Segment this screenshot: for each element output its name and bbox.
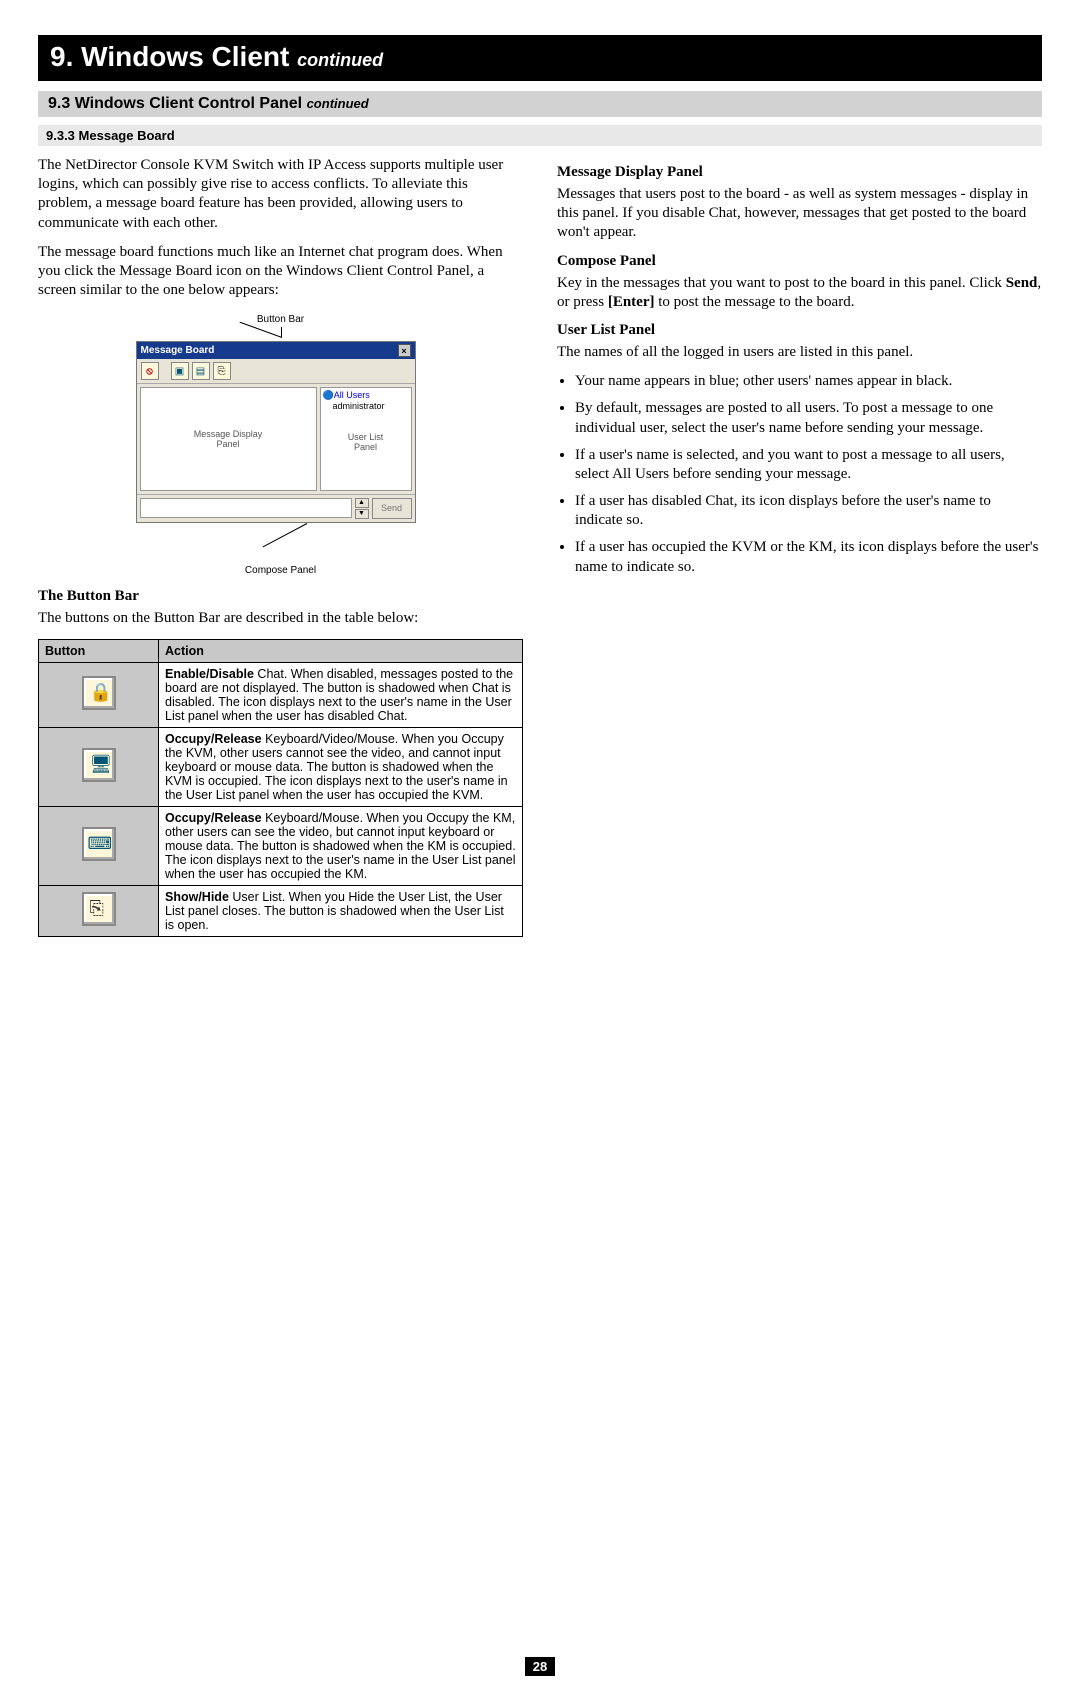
chapter-title: Windows Client — [81, 41, 289, 72]
km-icon — [82, 827, 116, 861]
user-item[interactable]: administrator — [323, 401, 409, 411]
table-row: Occupy/Release Keyboard/Video/Mouse. Whe… — [39, 727, 523, 806]
diagram-arrow-bottom — [136, 523, 426, 543]
button-icon-cell — [39, 727, 159, 806]
banner-continued: continued — [297, 50, 383, 70]
toolbar-userlist-icon[interactable]: ⎘ — [213, 362, 231, 380]
msgboard-display-panel: Message Display Panel — [140, 387, 317, 491]
chapter-banner: 9. Windows Client continued — [38, 35, 1042, 81]
th-button: Button — [39, 639, 159, 662]
section-number: 9.3 — [48, 95, 70, 112]
action-cell: Enable/Disable Chat. When disabled, mess… — [159, 662, 523, 727]
list-item: If a user's name is selected, and you wa… — [575, 446, 1042, 484]
cp-para: Key in the messages that you want to pos… — [557, 274, 1042, 312]
section-continued: continued — [307, 96, 369, 111]
cp-heading: Compose Panel — [557, 253, 1042, 270]
section-banner: 9.3 Windows Client Control Panel continu… — [38, 91, 1042, 117]
ulp-heading: User List Panel — [557, 322, 1042, 339]
diagram-label-compose: Compose Panel — [136, 565, 426, 576]
msgboard-titlebar: Message Board × — [137, 342, 415, 359]
message-board-diagram: Button Bar Message Board × ⦸ ▣ ▤ ⎘ Messa… — [136, 314, 426, 576]
chapter-number: 9. — [50, 41, 73, 72]
section-title: Windows Client Control Panel — [75, 95, 302, 112]
userlist-panel-label: User List Panel — [323, 433, 409, 453]
toolbar-chat-icon[interactable]: ⦸ — [141, 362, 159, 380]
subsection-number: 9.3.3 — [46, 128, 75, 143]
kvm-icon — [82, 748, 116, 782]
scroll-down-icon[interactable]: ▼ — [355, 509, 369, 519]
action-cell: Occupy/Release Keyboard/Mouse. When you … — [159, 806, 523, 885]
intro-para-1: The NetDirector Console KVM Switch with … — [38, 156, 523, 233]
allusers-item[interactable]: 🔵All Users — [323, 390, 409, 401]
button-icon-cell — [39, 662, 159, 727]
compose-input[interactable] — [140, 498, 352, 518]
scroll-up-icon[interactable]: ▲ — [355, 498, 369, 508]
th-action: Action — [159, 639, 523, 662]
action-cell: Occupy/Release Keyboard/Video/Mouse. Whe… — [159, 727, 523, 806]
mdp-para: Messages that users post to the board - … — [557, 185, 1042, 243]
ulp-para: The names of all the logged in users are… — [557, 343, 1042, 362]
button-table: Button Action Enable/Disable Chat. When … — [38, 639, 523, 937]
send-button[interactable]: Send — [372, 498, 412, 519]
table-row: Show/Hide User List. When you Hide the U… — [39, 885, 523, 936]
msgboard-title-text: Message Board — [141, 345, 215, 356]
button-icon-cell — [39, 885, 159, 936]
msgboard-compose-panel: ▲ ▼ Send — [137, 494, 415, 522]
ulp-bullet-list: Your name appears in blue; other users' … — [575, 372, 1042, 577]
table-row: Occupy/Release Keyboard/Mouse. When you … — [39, 806, 523, 885]
msgboard-toolbar: ⦸ ▣ ▤ ⎘ — [137, 359, 415, 384]
close-icon[interactable]: × — [398, 344, 411, 357]
list-item: If a user has occupied the KVM or the KM… — [575, 538, 1042, 576]
list-item: By default, messages are posted to all u… — [575, 399, 1042, 437]
buttonbar-heading: The Button Bar — [38, 588, 523, 605]
list-item: If a user has disabled Chat, its icon di… — [575, 492, 1042, 530]
msgboard-userlist-panel: 🔵All Users administrator User List Panel — [320, 387, 412, 491]
diagram-arrow-top — [136, 327, 426, 341]
buttonbar-para: The buttons on the Button Bar are descri… — [38, 609, 523, 628]
toolbar-km-icon[interactable]: ▤ — [192, 362, 210, 380]
subsection-title: Message Board — [79, 128, 175, 143]
msgboard-window: Message Board × ⦸ ▣ ▤ ⎘ Message Display … — [136, 341, 416, 523]
chat-icon — [82, 676, 116, 710]
ul-icon — [82, 892, 116, 926]
action-cell: Show/Hide User List. When you Hide the U… — [159, 885, 523, 936]
left-column: The NetDirector Console KVM Switch with … — [38, 156, 523, 937]
list-item: Your name appears in blue; other users' … — [575, 372, 1042, 391]
diagram-label-buttonbar: Button Bar — [136, 314, 426, 325]
intro-para-2: The message board functions much like an… — [38, 243, 523, 301]
right-column: Message Display Panel Messages that user… — [557, 156, 1042, 937]
display-panel-label: Message Display Panel — [194, 429, 263, 449]
subsection-title-bar: 9.3.3 Message Board — [38, 125, 1042, 146]
page-number: 28 — [525, 1657, 555, 1676]
button-icon-cell — [39, 806, 159, 885]
mdp-heading: Message Display Panel — [557, 164, 1042, 181]
table-row: Enable/Disable Chat. When disabled, mess… — [39, 662, 523, 727]
toolbar-kvm-icon[interactable]: ▣ — [171, 362, 189, 380]
